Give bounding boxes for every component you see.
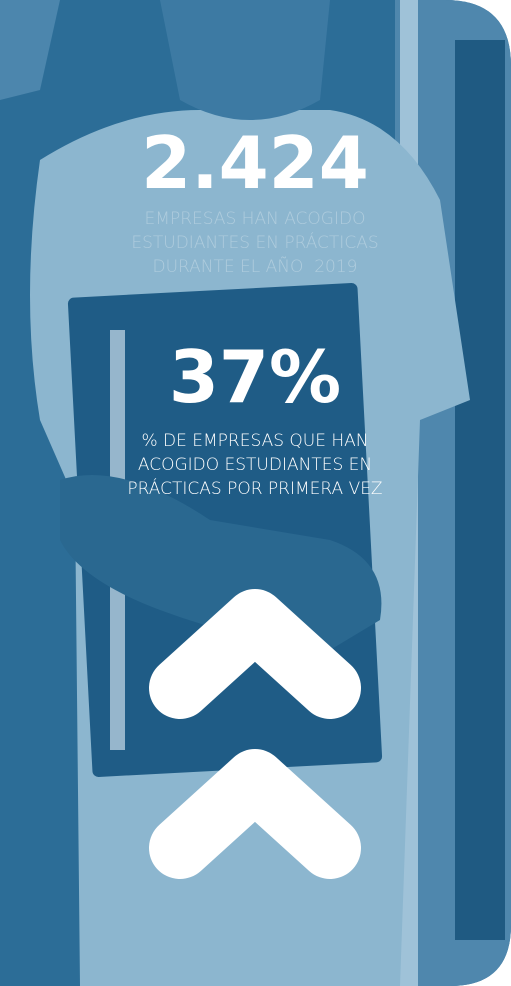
- stat-value: 2.424: [141, 121, 369, 205]
- stat-value: 37%: [169, 335, 341, 419]
- stat-description: ESTUDIANTES EN PRÁCTICAS: [131, 231, 378, 253]
- books: [455, 40, 505, 940]
- stat-description: PRÁCTICAS POR PRIMERA VEZ: [127, 477, 382, 499]
- hair: [0, 0, 60, 100]
- chevrons: [149, 589, 361, 879]
- stat-description: EMPRESAS HAN ACOGIDO: [145, 209, 366, 229]
- chevron: [149, 589, 361, 719]
- neck: [160, 0, 330, 120]
- stat-description: % DE EMPRESAS QUE HAN: [141, 431, 368, 451]
- arm: [60, 475, 382, 650]
- chevron: [149, 749, 361, 879]
- stat-description: ACOGIDO ESTUDIANTES EN: [138, 455, 372, 475]
- stat-description: DURANTE EL AÑO 2019: [153, 256, 358, 277]
